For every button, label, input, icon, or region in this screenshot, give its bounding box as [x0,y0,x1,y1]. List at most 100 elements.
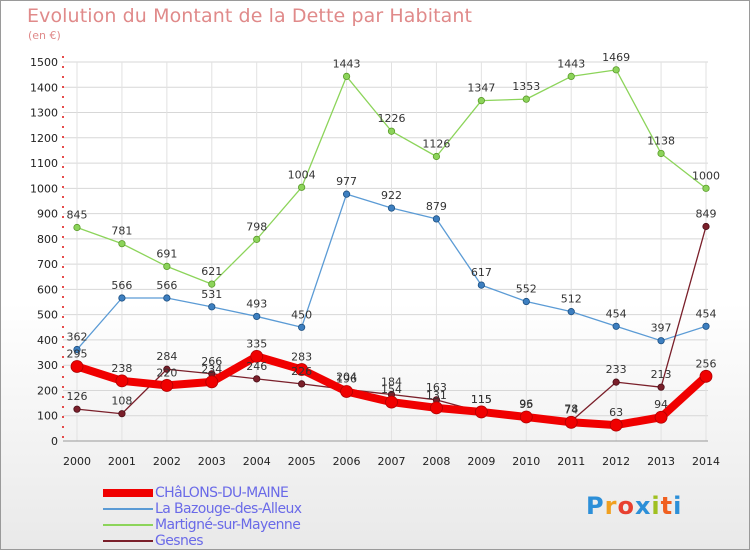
legend-label: Martigné-sur-Mayenne [155,517,301,533]
data-point [477,281,485,289]
x-tick-label: 2000 [63,455,91,468]
data-label: 295 [67,347,88,360]
data-label: 845 [67,208,88,221]
y-tick-label: 1400 [30,81,58,94]
data-label: 233 [606,363,627,376]
chart-title: Evolution du Montant de la Dette par Hab… [27,5,473,27]
data-label: 63 [609,406,623,419]
data-labels-layer: 845 781 691 621 798 1004 1443 1226 1126 1347 1353 1… [67,51,721,419]
data-label: 621 [201,265,222,278]
data-label: 283 [291,350,312,363]
data-point [73,223,81,232]
data-point [118,240,126,248]
data-point [612,66,620,74]
legend-swatch [103,489,153,497]
proxiti-logo: Proxiti [586,492,682,520]
data-label: 798 [246,220,267,233]
logo-letter: r [604,492,618,520]
x-tick-label: 2001 [108,455,136,468]
y-tick-label: 500 [37,309,58,322]
data-point [387,127,396,135]
data-point [702,222,710,231]
data-point [73,405,81,413]
x-tick-label: 2014 [692,455,720,468]
y-axis: 0 100 200 300 400 500 600 700 800 900 1000 1100 1200… [30,56,64,448]
data-label: 196 [336,372,357,385]
legend-label: CHâLONS-DU-MAINE [155,485,289,501]
data-label: 362 [67,331,88,344]
data-point [253,235,261,243]
series-1 [73,190,710,354]
data-point [298,380,306,388]
data-label: 1347 [467,82,495,95]
data-point [205,375,219,389]
data-point [208,280,216,288]
data-label: 154 [381,383,402,396]
x-tick-label: 2003 [198,455,226,468]
data-label: 95 [519,398,533,411]
data-point [702,322,710,330]
legend-swatch [103,540,153,542]
data-label: 266 [201,355,222,368]
y-tick-label: 1500 [30,56,58,69]
data-label: 96 [519,398,533,411]
data-label: 566 [111,279,132,292]
y-tick-label: 1100 [30,157,58,170]
data-point [118,294,126,302]
data-label: 1226 [378,112,406,125]
data-point [163,294,171,302]
data-label: 213 [651,368,672,381]
data-label: 74 [564,403,578,416]
data-point [567,308,575,316]
data-label: 450 [291,308,312,321]
y-tick-label: 600 [37,283,58,296]
data-label: 226 [291,365,312,378]
data-label: 922 [381,189,402,202]
y-tick-label: 300 [37,359,58,372]
legend-swatch [103,524,153,526]
data-point [657,149,665,158]
data-point [163,262,171,271]
data-label: 220 [156,366,177,379]
data-point [430,401,443,415]
y-tick-label: 0 [51,435,58,448]
x-tick-label: 2013 [647,455,675,468]
logo-letter: t [660,492,674,520]
data-point [340,385,353,398]
y-tick-label: 1300 [30,107,58,120]
data-label: 454 [696,307,717,320]
logo-letter: o [617,492,635,520]
data-point [163,365,171,373]
y-tick-label: 700 [37,258,58,271]
x-tick-label: 2007 [378,455,406,468]
data-label: 552 [516,283,537,296]
logo-letter: i [673,492,683,520]
data-label: 617 [471,266,492,279]
data-label: 512 [561,293,582,306]
x-tick-label: 2010 [512,455,540,468]
data-point [477,97,485,105]
data-label: 1126 [422,137,450,150]
data-point [160,379,174,392]
grid-lines [63,61,708,442]
data-label: 204 [336,370,357,383]
data-point [654,410,668,424]
data-label: 493 [246,297,267,310]
data-label: 977 [336,175,357,188]
data-label: 94 [654,398,668,411]
data-point [522,95,530,103]
data-label: 108 [111,395,132,408]
data-point [432,215,441,223]
data-label: 1469 [602,51,630,64]
data-label: 126 [67,390,88,403]
data-point [115,374,129,388]
x-tick-label: 2011 [557,455,585,468]
x-tick-label: 2004 [243,455,271,468]
data-point [73,345,81,354]
line-chart: 0 100 200 300 400 500 600 700 800 900 1000 1100 1200… [30,51,721,468]
data-point [342,72,351,81]
x-tick-label: 2008 [422,455,450,468]
series-0 [73,66,710,288]
data-point [567,72,575,81]
data-label: 1138 [647,134,675,147]
